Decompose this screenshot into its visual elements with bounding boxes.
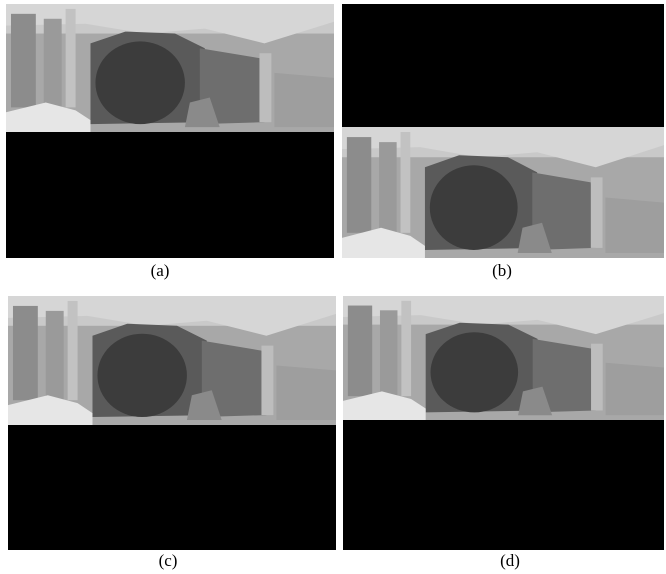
caption: (d) (500, 551, 520, 570)
black-region (342, 4, 664, 127)
caption: (c) (159, 551, 178, 570)
panel-d: (d) (343, 296, 664, 570)
caption: (b) (492, 261, 512, 280)
depth-image (343, 296, 664, 420)
panel-b: (b) (342, 4, 664, 280)
panel-a: (a) (6, 4, 334, 280)
black-region (6, 132, 334, 258)
depth-image (8, 296, 336, 425)
depth-image (342, 127, 664, 258)
black-region (8, 425, 336, 550)
depth-image (6, 4, 334, 132)
black-region (343, 420, 664, 550)
caption: (a) (151, 261, 170, 280)
panel-c: (c) (8, 296, 336, 570)
